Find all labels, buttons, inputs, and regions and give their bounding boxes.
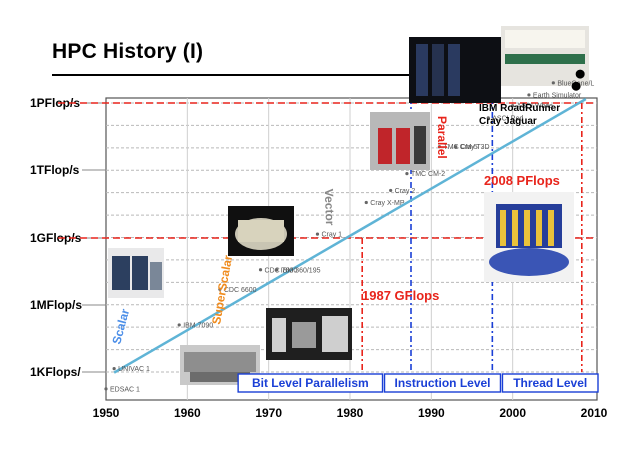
y-tick-labels: 1KFlops/1MFlop/s 1GFlop/s 1TFlop/s 1PFlop/s (30, 96, 106, 379)
highlight-label: IBM RoadRunner (479, 103, 560, 114)
era-boxes: Bit Level Parallelism Instruction Level Th… (237, 373, 599, 393)
x-tick-label: 1970 (255, 406, 282, 420)
slide-title: HPC History (I) (52, 40, 204, 63)
machine-point (177, 323, 181, 327)
machine-point (511, 104, 515, 108)
machine-point (405, 172, 409, 176)
x-tick-label: 2010 (581, 406, 608, 420)
machine-label: Earth Simulator (533, 92, 582, 99)
machine-label: CDC 6600 (224, 287, 257, 294)
machine-point (218, 287, 222, 291)
machine-label: ASCI Red (492, 115, 523, 122)
photo-roadrunner-hall (501, 26, 589, 86)
x-tick-label: 2000 (499, 406, 526, 420)
machine-point (364, 200, 368, 205)
milestone-gflops-label: 1987 GFlops (362, 288, 439, 303)
x-tick-label: 1960 (174, 406, 201, 420)
paradigm-parallel: Parallel (435, 116, 449, 159)
era-box (501, 373, 599, 393)
photo-cray1 (228, 206, 294, 256)
paradigm-vector: Vector (322, 189, 337, 226)
highlight-label: Cray Jaguar (479, 116, 537, 127)
x-tick-labels: 1950 1960 1970 1980 1990 2000 2010 (93, 406, 608, 420)
machine-point (315, 232, 320, 236)
machine-label: Cray X-MP (370, 200, 405, 207)
machine-point (551, 81, 555, 85)
x-tick-label: 1980 (337, 406, 364, 420)
machine-label: UNIVAC 1 (118, 366, 150, 373)
y-tick-label: 1PFlop/s (30, 96, 80, 110)
machine-label: TMC CM-2 (411, 171, 445, 178)
machine-label: EDSAC 1 (110, 386, 140, 393)
machine-point (258, 268, 263, 272)
highlight-markers: IBM RoadRunner Cray Jaguar (479, 69, 585, 127)
era-box (383, 373, 502, 393)
machine-point (389, 188, 393, 193)
photo-cdc6600 (266, 308, 352, 360)
photo-bluegene (484, 192, 574, 282)
highlight-point (575, 69, 585, 79)
milestone-labels: 1987 GFlops 2008 PFlops (362, 173, 560, 303)
machine-label: CDC 7600 (265, 267, 298, 274)
era-box (237, 373, 384, 393)
title-underline (52, 74, 436, 76)
y-tick-label: 1TFlop/s (30, 163, 80, 177)
y-tick-label: 1MFlop/s (30, 298, 82, 312)
machine-label: IBM 360/195 (281, 267, 321, 274)
machine-label: ASCI White (517, 103, 553, 110)
machine-point (275, 268, 279, 272)
machine-point (437, 145, 442, 149)
machine-label: Cray 2 (395, 188, 416, 195)
milestone-pflops-label: 2008 PFlops (484, 173, 560, 188)
machine-point (454, 145, 458, 149)
machine-point (104, 387, 108, 391)
machine-label: Cray 1 (321, 232, 342, 239)
machine-point (486, 116, 490, 120)
era-label: Bit Level Parallelism (252, 376, 369, 390)
photo-cm5 (370, 112, 430, 170)
era-label: Instruction Level (394, 376, 490, 390)
performance-trend-line (113, 97, 587, 374)
x-tick-label: 1990 (418, 406, 445, 420)
machine-point (112, 367, 116, 371)
x-tick-label: 1950 (93, 406, 120, 420)
highlight-point (571, 81, 581, 91)
trend-layer (113, 97, 587, 374)
machine-label: TMC CM-5 (443, 144, 477, 151)
photo-jaguar-racks (409, 37, 501, 103)
y-tick-label: 1GFlop/s (30, 231, 82, 245)
machine-label: Cray T3D (460, 144, 490, 151)
y-tick-label: 1KFlops/ (30, 365, 81, 379)
machine-label: IBM 7090 (183, 322, 213, 329)
photo-univac (108, 248, 164, 298)
machine-point (527, 93, 531, 97)
era-label: Thread Level (513, 376, 587, 390)
